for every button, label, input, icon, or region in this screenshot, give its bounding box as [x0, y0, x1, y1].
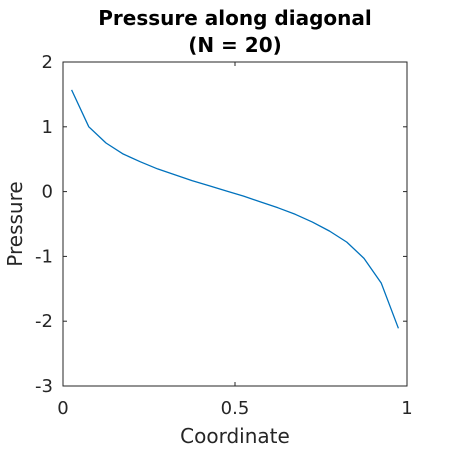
series-layer	[71, 89, 400, 329]
y-tick-label: -1	[35, 246, 53, 267]
y-tick-label: 0	[42, 182, 53, 203]
chart-subtitle: (N = 20)	[188, 33, 282, 57]
y-tick-label: -2	[35, 311, 53, 332]
y-tick-label: 2	[42, 52, 53, 73]
plot-area	[63, 62, 407, 386]
x-tick-label: 0	[57, 398, 68, 419]
plot-frame	[62, 61, 408, 387]
x-tick-label: 0.5	[221, 398, 250, 419]
y-axis-label: Pressure	[3, 181, 27, 266]
y-tick-label: -3	[35, 376, 53, 397]
y-tick-label: 1	[42, 117, 53, 138]
x-tick-label: 1	[401, 398, 412, 419]
chart-title: Pressure along diagonal	[98, 6, 371, 30]
series-line	[71, 89, 400, 329]
x-axis-label: Coordinate	[180, 424, 290, 448]
